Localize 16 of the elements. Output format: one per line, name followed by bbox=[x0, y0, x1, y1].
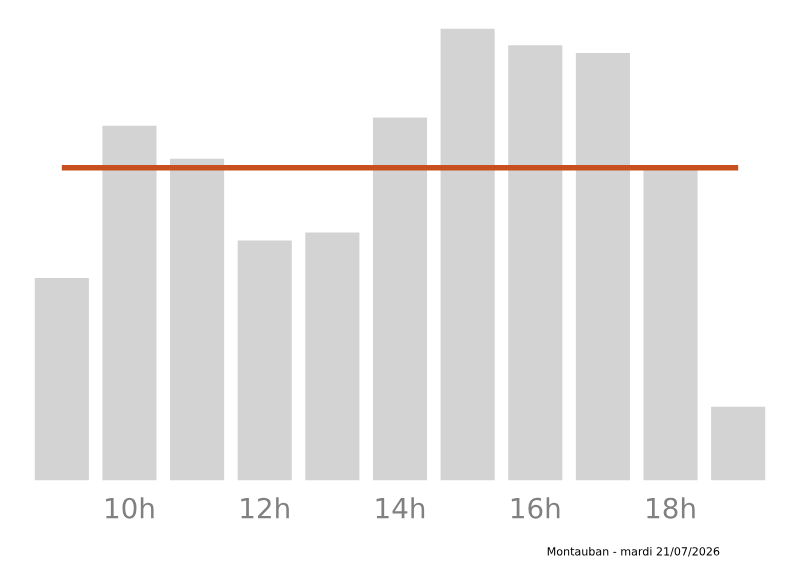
x-tick-label: 14h bbox=[376, 497, 425, 519]
bar bbox=[711, 406, 766, 481]
bar bbox=[170, 158, 225, 481]
bar bbox=[643, 166, 698, 481]
bar bbox=[237, 240, 292, 481]
x-tick-label: 18h bbox=[647, 497, 695, 519]
x-tick-label: 16h bbox=[511, 497, 560, 519]
bar bbox=[34, 278, 89, 481]
x-tick-label: 10h bbox=[106, 497, 154, 519]
bar bbox=[372, 117, 428, 481]
bar bbox=[508, 45, 563, 481]
bar bbox=[305, 232, 360, 481]
bar bbox=[575, 53, 630, 481]
bar bbox=[102, 125, 157, 481]
bar bbox=[440, 28, 495, 481]
x-tick-label: 12h bbox=[241, 497, 289, 519]
